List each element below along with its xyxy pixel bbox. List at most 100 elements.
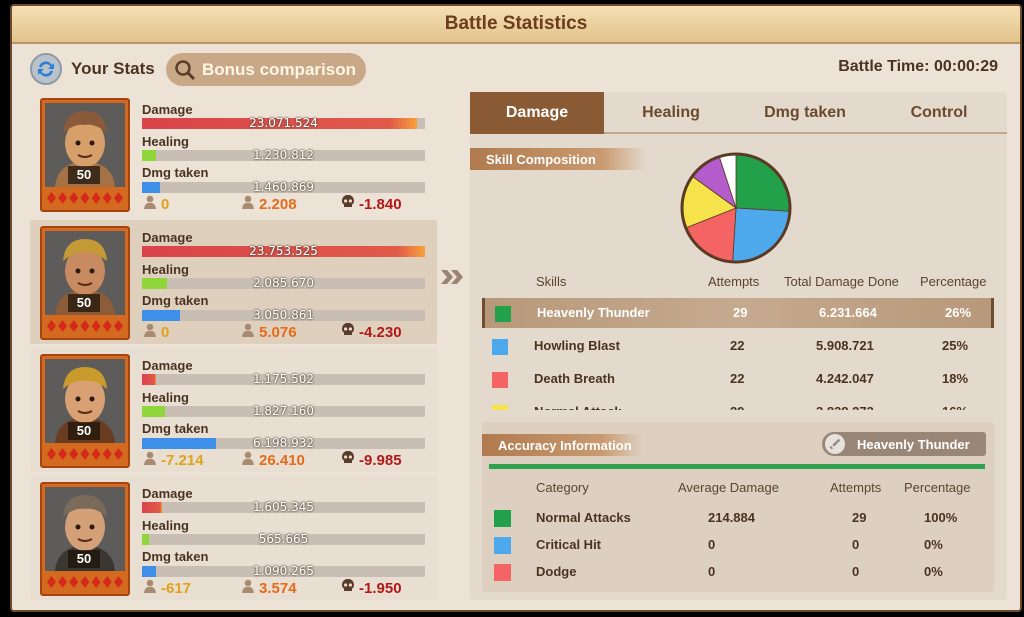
dmg-taken-bar: 6.198.932	[142, 436, 425, 450]
pie-border	[680, 152, 792, 264]
skill-row[interactable]: Heavenly Thunder 29 6.231.664 26%	[482, 298, 994, 328]
stat-a: 0	[142, 322, 170, 342]
hero-avatar	[45, 103, 125, 187]
hero-level: 50	[68, 422, 100, 440]
troop-gold-icon	[142, 322, 161, 342]
skill-row[interactable]: Death Breath 22 4.242.047 18%	[482, 364, 994, 394]
skill-percentage: 18%	[942, 371, 969, 386]
stat-a-value: 0	[161, 195, 170, 213]
damage-value: 23.071.524	[249, 116, 318, 130]
healing-bar-fill	[142, 278, 168, 289]
col-percentage: Percentage	[920, 274, 987, 289]
troop-gold-icon	[142, 194, 161, 214]
accuracy-skill-name: Heavenly Thunder	[857, 436, 970, 452]
hero-row[interactable]: 50 Damage 23.071.524 Healing 1.230.812 D…	[30, 92, 437, 216]
skill-total-damage: 4.242.047	[816, 371, 874, 386]
col-category: Category	[536, 480, 589, 495]
skill-row[interactable]: Normal Attack 29 3.838.273 16%	[482, 397, 994, 410]
skill-name: Heavenly Thunder	[537, 305, 650, 320]
skill-percentage: 16%	[942, 404, 968, 410]
damage-bar-fill	[142, 118, 417, 129]
accuracy-row: Dodge 0 0 0%	[482, 560, 994, 586]
skill-pie-chart	[680, 152, 792, 264]
skill-percentage: 26%	[945, 305, 972, 320]
stat-b: 26.410	[240, 451, 305, 469]
your-stats-toggle[interactable]: Your Stats	[30, 52, 155, 86]
damage-label: Damage	[142, 230, 193, 245]
dmg-taken-bar: 3.050.861	[142, 308, 425, 322]
healing-bar: 565.665	[142, 532, 425, 546]
skills-table[interactable]: Heavenly Thunder 29 6.231.664 26% Howlin…	[470, 296, 1007, 410]
skill-attempts: 29	[733, 305, 748, 320]
damage-bar: 1.175.502	[142, 372, 425, 386]
healing-label: Healing	[142, 390, 189, 405]
battle-time: Battle Time: 00:00:29	[838, 58, 998, 75]
skill-name: Normal Attack	[534, 404, 622, 410]
skill-color-swatch	[492, 372, 508, 388]
damage-bar: 1.605.345	[142, 500, 425, 514]
bonus-comparison-button[interactable]: Bonus comparison	[166, 53, 366, 86]
accuracy-skill-selector[interactable]: Heavenly Thunder	[822, 432, 986, 456]
troop-orange-icon	[240, 194, 259, 214]
dmg-taken-bar-fill	[142, 310, 181, 321]
skull-icon	[340, 450, 359, 470]
healing-label: Healing	[142, 518, 189, 533]
hero-stars	[45, 576, 125, 590]
tab-healing[interactable]: Healing	[642, 104, 700, 121]
dmg-taken-bar: 1.090.265	[142, 564, 425, 578]
troop-gold-icon	[142, 450, 161, 470]
hero-portrait[interactable]: 50	[40, 354, 130, 468]
category-percentage: 0%	[924, 537, 943, 552]
hero-stars	[45, 448, 125, 462]
hero-portrait[interactable]: 50	[40, 482, 130, 596]
skill-total-damage: 6.231.664	[819, 305, 877, 320]
healing-bar-fill	[142, 406, 165, 417]
expand-arrow-icon[interactable]	[439, 264, 467, 290]
category-color-swatch	[494, 537, 511, 554]
stat-c-value: -1.840	[359, 195, 402, 213]
damage-value: 1.605.345	[252, 500, 315, 514]
hero-row[interactable]: 50 Damage 1.175.502 Healing 1.827.160 Dm…	[30, 348, 437, 472]
tab-damage[interactable]: Damage	[470, 92, 604, 134]
stat-c-value: -1.950	[359, 579, 402, 597]
skill-attempts: 22	[730, 338, 745, 353]
col-attempts: Attempts	[708, 274, 760, 289]
average-damage: 214.884	[708, 510, 755, 525]
category-percentage: 100%	[924, 510, 958, 525]
stat-a: -7.214	[142, 450, 204, 470]
magnifier-icon	[175, 59, 196, 80]
healing-label: Healing	[142, 262, 189, 277]
dmg-taken-label: Dmg taken	[142, 293, 209, 308]
stat-b-value: 2.208	[259, 195, 297, 213]
tab-control[interactable]: Control	[910, 104, 968, 121]
swap-icon[interactable]	[30, 53, 62, 85]
stat-a-value: 0	[161, 323, 170, 341]
col-skills: Skills	[536, 274, 567, 289]
col-total-damage: Total Damage Done	[784, 274, 899, 289]
healing-value: 2.085.670	[252, 276, 315, 290]
skill-color-swatch	[492, 405, 508, 410]
hero-list: 50 Damage 23.071.524 Healing 1.230.812 D…	[30, 92, 437, 600]
category-name: Dodge	[536, 564, 577, 579]
hero-row[interactable]: 50 Damage 23.753.525 Healing 2.085.670 D…	[30, 220, 437, 344]
stat-c: -9.985	[340, 450, 402, 470]
tab-dmg-taken[interactable]: Dmg taken	[764, 104, 846, 121]
stat-c: -1.950	[340, 578, 402, 598]
bonus-comparison-label: Bonus comparison	[202, 59, 356, 79]
skill-row[interactable]: Howling Blast 22 5.908.721 25%	[482, 331, 994, 361]
skill-percentage: 25%	[942, 338, 969, 353]
stat-b-value: 26.410	[259, 451, 305, 469]
skull-icon	[340, 578, 359, 598]
damage-label: Damage	[142, 358, 193, 373]
accuracy-info-panel: Accuracy Information Heavenly Thunder Ca…	[482, 422, 994, 592]
average-damage: 0	[708, 537, 716, 552]
damage-label: Damage	[142, 486, 193, 501]
stat-b-value: 3.574	[259, 579, 297, 597]
skill-attempts: 29	[730, 404, 744, 410]
hero-portrait[interactable]: 50	[40, 98, 130, 212]
hero-portrait[interactable]: 50	[40, 226, 130, 340]
average-damage: 0	[708, 564, 716, 579]
accuracy-row: Normal Attacks 214.884 29 100%	[482, 506, 994, 532]
hero-row[interactable]: 50 Damage 1.605.345 Healing 565.665 Dmg …	[30, 476, 437, 600]
hero-level: 50	[68, 294, 100, 312]
